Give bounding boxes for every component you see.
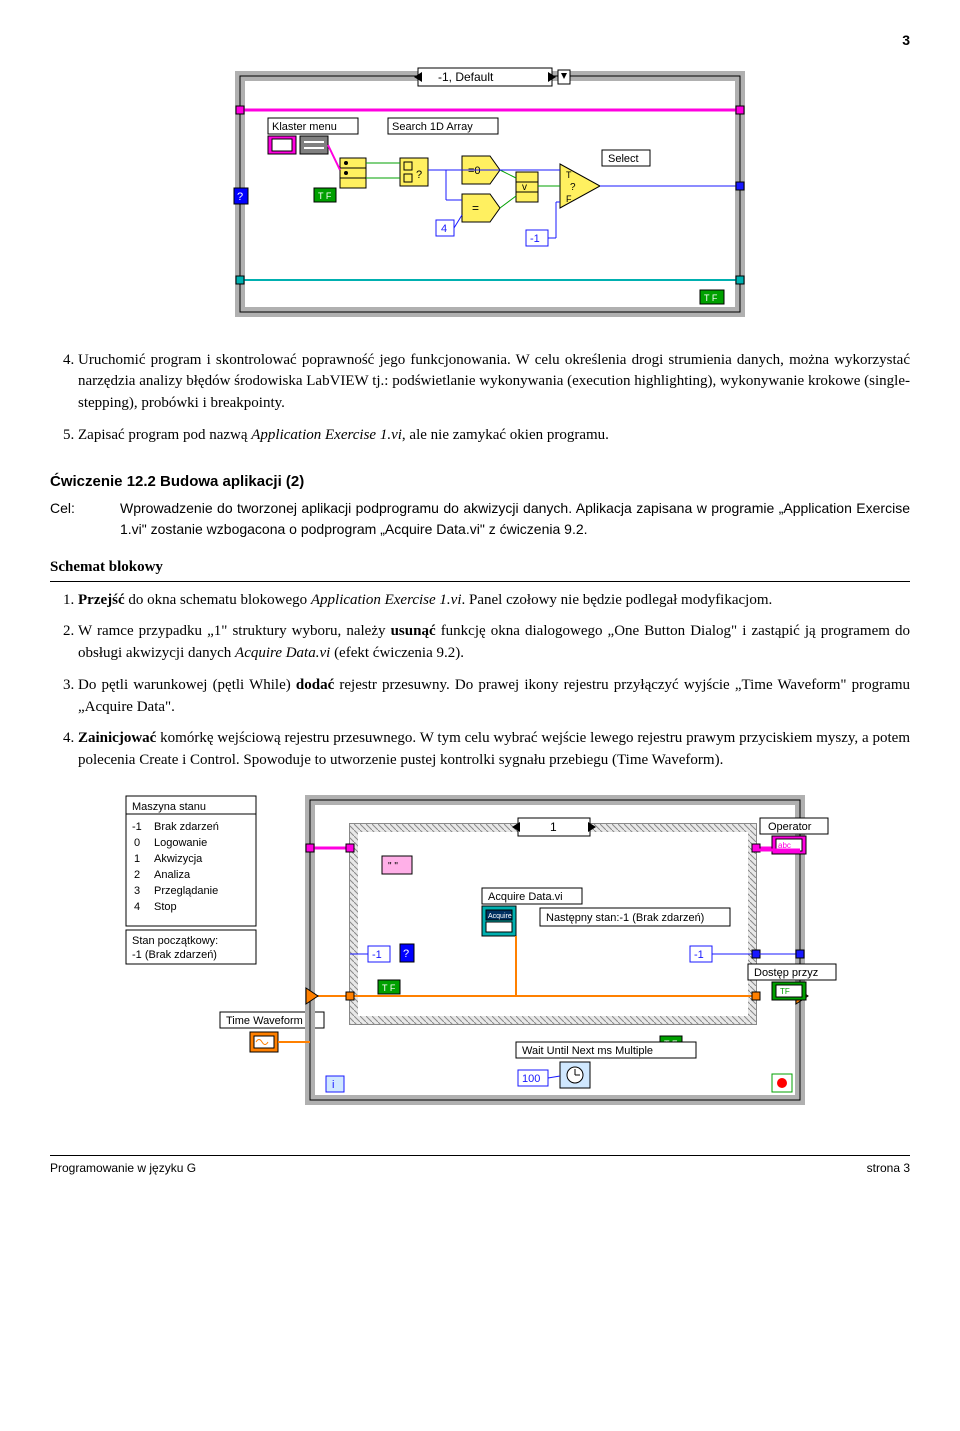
select-label: Select [608, 153, 639, 165]
svg-text:Stop: Stop [154, 901, 177, 913]
list1-item-5: Zapisać program pod nazwą Application Ex… [78, 425, 910, 447]
svg-text:Akwizycja: Akwizycja [154, 853, 203, 865]
svg-text:=: = [472, 201, 479, 215]
operator-label: Operator [768, 821, 812, 833]
stan-value: -1 (Brak zdarzeń) [132, 949, 217, 961]
list2-item-4: Zainicjować komórkę wejściową rejestru p… [78, 728, 910, 772]
labview-diagram-2: Maszyna stanu -1 Brak zdarzeń 0 Logowani… [120, 788, 840, 1118]
dostep-label: Dostęp przyz [754, 967, 818, 979]
list1-item-5b: Application Exercise 1.vi [251, 427, 402, 443]
l2i1d: . Panel czołowy nie będzie podlegał mody… [462, 592, 773, 608]
l2i2b: usunąć [391, 623, 436, 639]
const-neg1a: -1 [372, 949, 382, 961]
l2i1b: do okna schematu blokowego [125, 592, 311, 608]
svg-text:T: T [566, 170, 572, 180]
maszyna-title: Maszyna stanu [132, 801, 206, 813]
diagram-1: -1, Default Klaster menu Search 1D Array… [50, 60, 910, 325]
klaster-label: Klaster menu [272, 121, 337, 133]
acquire-label: Acquire Data.vi [488, 891, 563, 903]
labview-diagram-1: -1, Default Klaster menu Search 1D Array… [200, 60, 760, 320]
diagram-2: Maszyna stanu -1 Brak zdarzeń 0 Logowani… [50, 788, 910, 1123]
l2i4a: Zainicjować [78, 730, 156, 746]
footer-right: strona 3 [867, 1160, 910, 1177]
instruction-list-1: Uruchomić program i skontrolować poprawn… [50, 350, 910, 447]
section-heading: Schemat blokowy [50, 557, 910, 582]
svg-text:F: F [566, 194, 572, 204]
instruction-list-2: Przejść do okna schematu blokowego Appli… [50, 590, 910, 772]
cel-text: Wprowadzenie do tworzonej aplikacji podp… [120, 498, 910, 539]
const-neg1: -1 [530, 233, 540, 245]
next-state-label: Następny stan:-1 (Brak zdarzeń) [546, 912, 704, 924]
const-neg1b: -1 [694, 949, 704, 961]
search-label: Search 1D Array [392, 121, 473, 133]
svg-text:v: v [522, 182, 527, 193]
cel-row: Cel: Wprowadzenie do tworzonej aplikacji… [50, 498, 910, 539]
l2i2a: W ramce przypadku „1" struktury wyboru, … [78, 623, 391, 639]
list2-item-3: Do pętli warunkowej (pętli While) dodać … [78, 675, 910, 719]
svg-text:?: ? [416, 169, 422, 181]
svg-text:?: ? [570, 182, 576, 193]
case-1-label: 1 [550, 820, 557, 834]
svg-text:Brak zdarzeń: Brak zdarzeń [154, 821, 219, 833]
svg-text:T F: T F [318, 191, 332, 201]
svg-text:4: 4 [134, 901, 140, 913]
l2i2e: (efekt ćwiczenia 9.2). [330, 645, 464, 661]
svg-text:3: 3 [134, 885, 140, 897]
const-100: 100 [522, 1073, 540, 1085]
footer-left: Programowanie w języku G [50, 1160, 196, 1177]
list1-item-4-text: Uruchomić program i skontrolować poprawn… [78, 352, 910, 412]
svg-text:2: 2 [134, 869, 140, 881]
l2i1a: Przejść [78, 592, 125, 608]
svg-text:TF: TF [780, 987, 790, 996]
stan-label: Stan początkowy: [132, 935, 218, 947]
svg-text:i: i [332, 1079, 334, 1091]
svg-text:=0: =0 [468, 165, 481, 177]
const-4: 4 [441, 223, 447, 235]
svg-text:-1: -1 [132, 821, 142, 833]
svg-text:1: 1 [134, 853, 140, 865]
exercise-heading: Ćwiczenie 12.2 Budowa aplikacji (2) [50, 471, 910, 493]
l2i1c: Application Exercise 1.vi [311, 592, 462, 608]
l2i2d: Acquire Data.vi [235, 645, 330, 661]
svg-text:Analiza: Analiza [154, 869, 191, 881]
svg-text:T F: T F [382, 983, 396, 993]
svg-text:?: ? [403, 948, 409, 960]
svg-text:T F: T F [704, 293, 718, 303]
svg-text:" ": " " [388, 861, 398, 872]
svg-text:Logowanie: Logowanie [154, 837, 207, 849]
svg-text:Przeglądanie: Przeglądanie [154, 885, 218, 897]
page-number-top: 3 [50, 30, 910, 50]
list1-item-5a: Zapisać program pod nazwą [78, 427, 251, 443]
l2i4b: komórkę wejściową rejestru przesuwnego. … [78, 730, 910, 768]
list1-item-4: Uruchomić program i skontrolować poprawn… [78, 350, 910, 415]
page-footer: Programowanie w języku G strona 3 [50, 1155, 910, 1177]
list2-item-1: Przejść do okna schematu blokowego Appli… [78, 590, 910, 612]
wait-label: Wait Until Next ms Multiple [522, 1045, 653, 1057]
l2i3b: dodać [296, 677, 334, 693]
case-label: -1, Default [438, 70, 494, 84]
time-waveform-label: Time Waveform [226, 1015, 303, 1027]
list2-item-2: W ramce przypadku „1" struktury wyboru, … [78, 621, 910, 665]
svg-text:0: 0 [134, 837, 140, 849]
svg-text:Acquire: Acquire [488, 913, 512, 920]
l2i3a: Do pętli warunkowej (pętli While) [78, 677, 296, 693]
svg-text:?: ? [237, 191, 243, 203]
cel-label: Cel: [50, 498, 120, 539]
list1-item-5c: , ale nie zamykać okien programu. [402, 427, 609, 443]
